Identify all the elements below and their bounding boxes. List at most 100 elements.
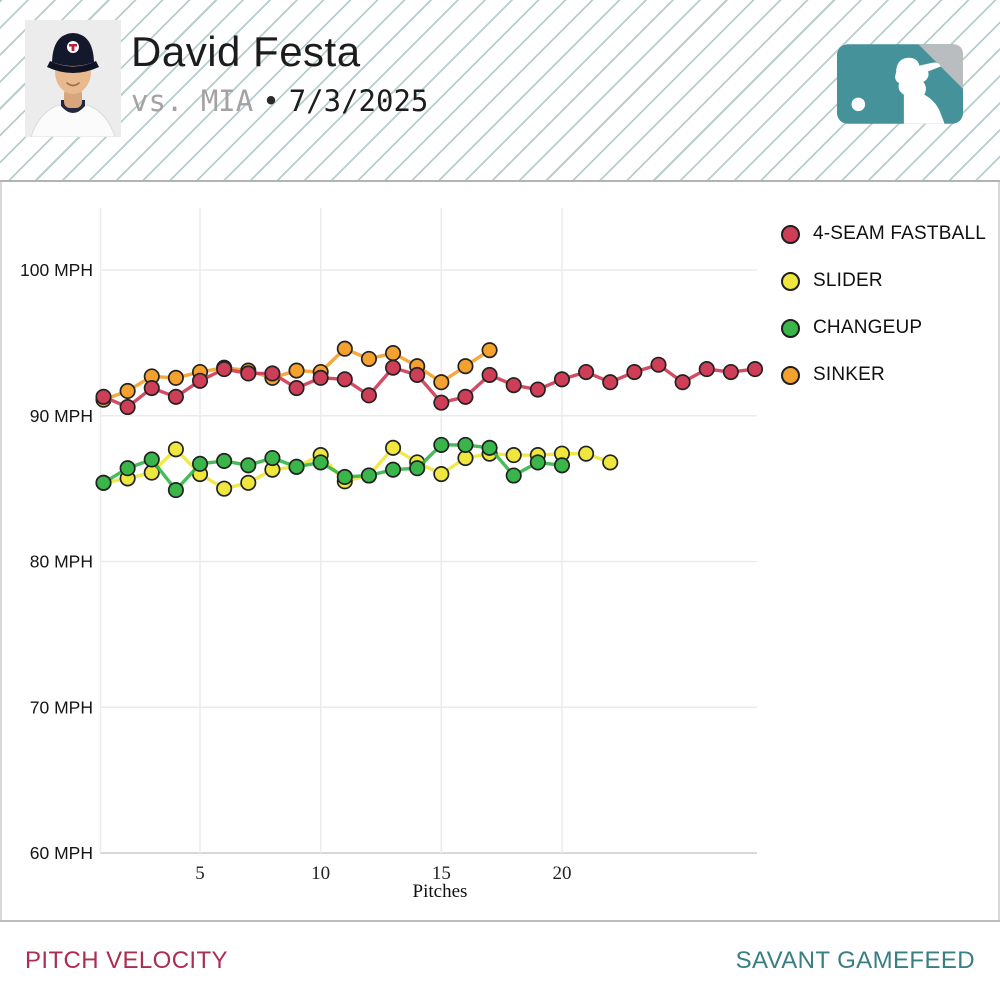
4-seam-fastball-point-15[interactable] xyxy=(433,394,450,411)
sinker-point-15[interactable] xyxy=(433,374,450,391)
slider-point-7[interactable] xyxy=(240,474,257,491)
y-axis-tick-label: 80 MPH xyxy=(30,552,93,572)
4-seam-fastball-point-2[interactable] xyxy=(119,398,136,416)
slider-point-4[interactable] xyxy=(167,441,184,458)
chart-type-label: PITCH VELOCITY xyxy=(25,947,228,974)
changeup-swatch-icon xyxy=(781,318,800,338)
y-axis-tick-label: 60 MPH xyxy=(30,843,93,863)
x-axis-tick-label: 10 xyxy=(311,863,330,884)
slider-swatch-icon xyxy=(781,271,800,291)
slider-point-21[interactable] xyxy=(578,445,595,462)
changeup-point-16[interactable] xyxy=(457,436,474,453)
legend-item-slider[interactable]: SLIDER xyxy=(781,269,986,293)
changeup-point-12[interactable] xyxy=(360,467,377,484)
4-seam-fastball-point-7[interactable] xyxy=(240,365,257,382)
changeup-point-18[interactable] xyxy=(505,467,522,484)
4-seam-fastball-point-28[interactable] xyxy=(746,361,764,378)
4-seam-fastball-point-16[interactable] xyxy=(457,388,474,405)
sinker-point-12[interactable] xyxy=(360,350,377,367)
changeup-point-7[interactable] xyxy=(240,457,257,474)
x-axis-tick-label: 15 xyxy=(432,863,451,884)
4-seam-fastball-point-18[interactable] xyxy=(505,377,522,394)
legend-label: SINKER xyxy=(813,364,885,385)
4-seam-fastball-point-23[interactable] xyxy=(626,363,643,381)
changeup-point-8[interactable] xyxy=(264,449,281,467)
fastball-swatch-icon xyxy=(781,224,800,244)
sinker-point-4[interactable] xyxy=(167,369,184,386)
changeup-point-19[interactable] xyxy=(529,454,546,471)
changeup-point-6[interactable] xyxy=(216,452,233,469)
changeup-point-2[interactable] xyxy=(119,460,136,477)
slider-point-15[interactable] xyxy=(433,465,450,483)
sinker-point-11[interactable] xyxy=(336,340,353,357)
4-seam-fastball-point-22[interactable] xyxy=(602,374,619,391)
changeup-point-14[interactable] xyxy=(409,460,426,477)
sinker-point-9[interactable] xyxy=(288,362,305,379)
opponent-label: vs. MIA xyxy=(131,84,254,118)
changeup-point-1[interactable] xyxy=(95,474,112,491)
changeup-point-5[interactable] xyxy=(191,455,209,472)
changeup-point-11[interactable] xyxy=(336,468,353,486)
slider-point-13[interactable] xyxy=(385,439,402,456)
legend-item-4-seam-fastball[interactable]: 4-SEAM FASTBALL xyxy=(781,222,986,246)
4-seam-fastball-point-19[interactable] xyxy=(529,381,546,398)
changeup-point-17[interactable] xyxy=(481,439,498,456)
4-seam-fastball-point-25[interactable] xyxy=(674,374,691,391)
4-seam-fastball-point-17[interactable] xyxy=(481,366,498,383)
x-axis-tick-label: 5 xyxy=(195,863,205,884)
savant-gamefeed-label: SAVANT GAMEFEED xyxy=(735,947,975,974)
4-seam-fastball-point-6[interactable] xyxy=(216,361,233,378)
player-headshot xyxy=(25,20,121,137)
4-seam-fastball-point-13[interactable] xyxy=(385,359,402,376)
changeup-point-20[interactable] xyxy=(553,457,571,474)
4-seam-fastball-point-8[interactable] xyxy=(264,365,281,382)
4-seam-fastball-line xyxy=(101,363,757,409)
slider-point-18[interactable] xyxy=(505,447,522,464)
y-axis-tick-label: 70 MPH xyxy=(30,697,93,717)
4-seam-fastball-point-14[interactable] xyxy=(409,366,426,383)
changeup-point-9[interactable] xyxy=(288,458,305,475)
page-title: David Festa xyxy=(131,28,361,75)
4-seam-fastball-point-27[interactable] xyxy=(722,363,739,381)
x-axis-tick-label: 20 xyxy=(552,863,571,884)
sinker-point-13[interactable] xyxy=(385,345,402,362)
4-seam-fastball-point-5[interactable] xyxy=(191,372,209,389)
4-seam-fastball-point-21[interactable] xyxy=(578,363,595,381)
x-axis-label: Pitches xyxy=(413,881,468,902)
4-seam-fastball-point-1[interactable] xyxy=(95,388,112,405)
changeup-point-4[interactable] xyxy=(167,482,184,499)
sinker-point-2[interactable] xyxy=(119,382,136,400)
legend-label: 4-SEAM FASTBALL xyxy=(813,223,987,244)
bullet-separator: • xyxy=(262,84,280,118)
4-seam-fastball-point-20[interactable] xyxy=(553,371,571,388)
changeup-point-3[interactable] xyxy=(143,451,160,468)
y-axis-tick-label: 100 MPH xyxy=(20,260,93,280)
game-subtitle: vs. MIA • 7/3/2025 xyxy=(131,84,428,118)
4-seam-fastball-point-12[interactable] xyxy=(360,387,377,404)
legend-label: CHANGEUP xyxy=(813,317,923,338)
pitch-velocity-chart: 100 MPH 90 MPH 80 MPH 70 MPH 60 MPH 5 10 15 20 Pi… xyxy=(0,182,1000,920)
4-seam-fastball-point-24[interactable] xyxy=(650,356,667,373)
sinker-point-17[interactable] xyxy=(481,342,498,359)
4-seam-fastball-point-9[interactable] xyxy=(288,380,305,397)
slider-point-16[interactable] xyxy=(457,449,474,467)
4-seam-fastball-point-11[interactable] xyxy=(336,371,353,388)
mlb-logo xyxy=(837,44,963,124)
game-date: 7/3/2025 xyxy=(288,84,429,118)
changeup-point-15[interactable] xyxy=(433,436,450,453)
changeup-point-10[interactable] xyxy=(312,454,329,471)
slider-point-22[interactable] xyxy=(602,454,619,471)
footer: PITCH VELOCITY SAVANT GAMEFEED xyxy=(0,920,1000,1000)
legend-item-sinker[interactable]: SINKER xyxy=(781,363,986,387)
y-axis-tick-label: 90 MPH xyxy=(30,406,93,426)
slider-point-6[interactable] xyxy=(216,480,233,497)
4-seam-fastball-point-26[interactable] xyxy=(698,361,715,378)
4-seam-fastball-point-4[interactable] xyxy=(167,388,184,405)
4-seam-fastball-point-10[interactable] xyxy=(312,369,329,386)
slider-line xyxy=(101,446,612,491)
changeup-point-13[interactable] xyxy=(385,461,402,478)
legend-item-changeup[interactable]: CHANGEUP xyxy=(781,316,986,340)
4-seam-fastball-point-3[interactable] xyxy=(143,380,160,397)
sinker-point-16[interactable] xyxy=(457,358,474,375)
legend-label: SLIDER xyxy=(813,270,883,291)
